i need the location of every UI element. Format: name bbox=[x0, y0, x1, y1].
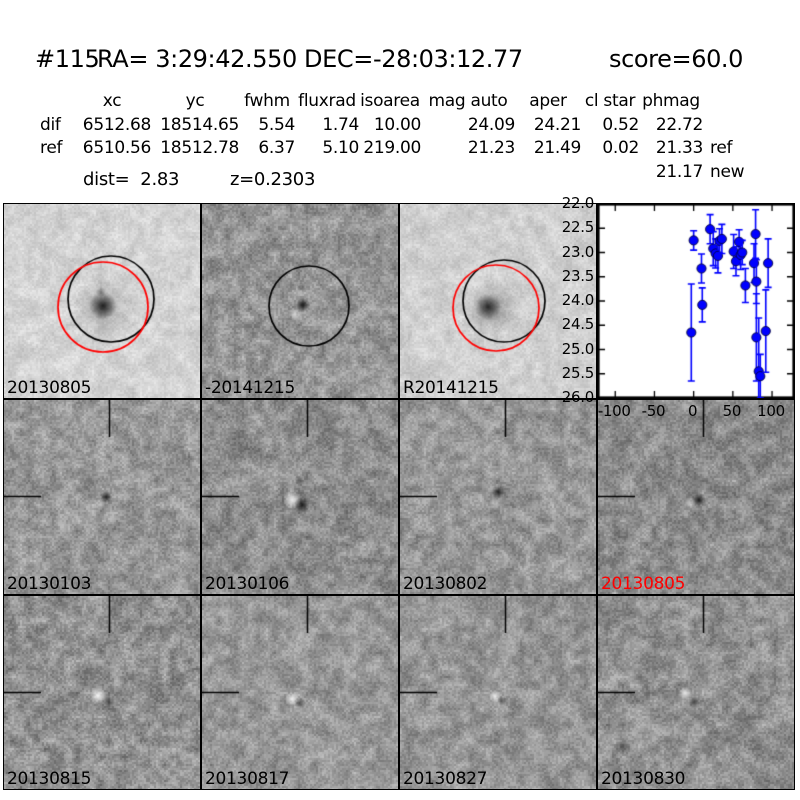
cutout-date-label: 20130817 bbox=[205, 769, 290, 789]
cutout-canvas bbox=[4, 596, 200, 789]
cutout-date-label: -20141215 bbox=[205, 378, 295, 398]
new-phmag: 21.17 bbox=[655, 161, 703, 182]
ref-aper: 21.49 bbox=[533, 138, 581, 158]
cutout-epoch: 20130815 bbox=[3, 595, 201, 790]
cutout-date-label: 20130830 bbox=[601, 769, 686, 789]
dif-cl-star: 0.52 bbox=[602, 114, 639, 135]
col-header-fwhm: fwhm bbox=[244, 91, 290, 111]
cutout-epoch: 20130827 bbox=[399, 595, 597, 790]
ref-xc: 6510.56 bbox=[82, 138, 152, 158]
cutout-epoch-detection: 20130805 bbox=[597, 399, 795, 595]
cutout-ref-image: R20141215 bbox=[399, 203, 597, 399]
redshift-value: z=0.2303 bbox=[230, 169, 316, 190]
col-header-yc: yc bbox=[185, 91, 205, 111]
dif-xc: 6512.68 bbox=[82, 114, 152, 135]
col-header-blank bbox=[703, 90, 751, 114]
ref-yc: 18512.78 bbox=[160, 138, 239, 158]
dif-yc: 18514.65 bbox=[160, 114, 239, 135]
spacer bbox=[359, 161, 421, 185]
cutout-canvas bbox=[598, 400, 794, 594]
dif-phmag: 22.72 bbox=[655, 114, 703, 135]
cutout-canvas bbox=[400, 204, 596, 398]
dif-aper: 24.21 bbox=[533, 114, 581, 135]
cutout-canvas bbox=[202, 400, 398, 594]
cutout-canvas bbox=[598, 596, 794, 789]
cutout-epoch: 20130817 bbox=[201, 595, 399, 790]
ref-isoarea: 219.00 bbox=[363, 138, 421, 158]
cutout-date-label: R20141215 bbox=[403, 378, 499, 398]
ref-fluxrad: 5.10 bbox=[322, 138, 359, 158]
spacer bbox=[35, 161, 73, 185]
col-header-xc: xc bbox=[102, 91, 122, 111]
col-header-fluxrad: fluxrad bbox=[298, 91, 356, 111]
cutout-epoch: 20130103 bbox=[3, 399, 201, 595]
col-header-phmag: phmag bbox=[642, 91, 700, 111]
ref-mag-auto: 21.23 bbox=[467, 138, 515, 158]
col-header-mag-auto: mag auto bbox=[428, 91, 508, 111]
candidate-score: score=60.0 bbox=[609, 45, 744, 73]
spacer bbox=[421, 161, 515, 185]
ref-cl-star: 0.02 bbox=[602, 138, 639, 158]
cutout-diff-image: -20141215 bbox=[201, 203, 399, 399]
cutout-canvas bbox=[202, 596, 398, 789]
col-header-isoarea: isoarea bbox=[360, 91, 420, 111]
dif-mag-auto: 24.09 bbox=[467, 114, 515, 135]
corner-cell bbox=[35, 90, 73, 114]
cutout-date-label: 20130103 bbox=[7, 574, 92, 594]
cutout-date-label: 20130805 bbox=[7, 378, 92, 398]
photometry-table: xc yc fwhm fluxrad isoarea mag auto aper… bbox=[35, 90, 751, 184]
spacer bbox=[581, 161, 639, 185]
dif-suffix bbox=[703, 114, 751, 138]
cutout-epoch: 20130830 bbox=[597, 595, 795, 790]
dif-fwhm: 5.54 bbox=[258, 114, 295, 135]
candidate-id: #115 bbox=[35, 45, 100, 73]
new-suffix: new bbox=[710, 161, 745, 182]
spacer bbox=[515, 161, 581, 185]
ref-suffix: ref bbox=[710, 138, 733, 158]
cutout-new-image: 20130805 bbox=[3, 203, 201, 399]
light-curve-plot bbox=[597, 203, 795, 399]
cutout-date-label: 20130106 bbox=[205, 574, 290, 594]
cutout-date-label: 20130815 bbox=[7, 769, 92, 789]
cutout-canvas bbox=[202, 204, 398, 398]
cutout-date-label: 20130805 bbox=[601, 574, 686, 594]
cutout-canvas bbox=[400, 400, 596, 594]
cutout-date-label: 20130827 bbox=[403, 769, 488, 789]
light-curve-canvas bbox=[598, 204, 794, 398]
cutout-date-label: 20130802 bbox=[403, 574, 488, 594]
candidate-coordinates: RA= 3:29:42.550 DEC=-28:03:12.77 bbox=[97, 45, 523, 73]
cutout-epoch: 20130802 bbox=[399, 399, 597, 595]
dif-fluxrad: 1.74 bbox=[322, 114, 359, 135]
col-header-cl-star: cl star bbox=[584, 91, 636, 111]
cutout-canvas bbox=[4, 204, 200, 398]
dif-isoarea: 10.00 bbox=[373, 114, 421, 135]
cutout-canvas bbox=[4, 400, 200, 594]
ref-fwhm: 6.37 bbox=[258, 138, 295, 158]
dist-value: dist= 2.83 bbox=[83, 169, 180, 190]
row-label-ref: ref bbox=[40, 138, 63, 158]
ref-phmag: 21.33 bbox=[655, 138, 703, 158]
col-header-aper: aper bbox=[529, 91, 567, 111]
cutout-canvas bbox=[400, 596, 596, 789]
row-label-dif: dif bbox=[40, 114, 61, 135]
cutout-epoch: 20130106 bbox=[201, 399, 399, 595]
